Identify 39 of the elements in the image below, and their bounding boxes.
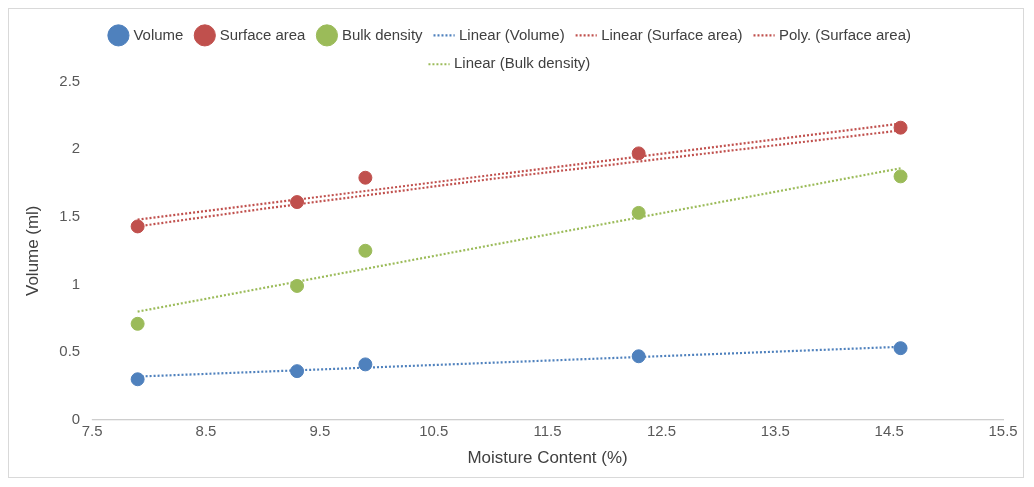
x-tick-label: 10.5 <box>419 421 449 439</box>
y-tick-label: 2 <box>71 139 81 157</box>
point <box>893 120 908 135</box>
legend-label: Surface area <box>219 25 307 43</box>
point <box>631 146 646 161</box>
legend-label: Poly. (Surface area) <box>779 25 911 43</box>
x-tick-label: 15.5 <box>988 421 1018 439</box>
y-tick-label: 0.5 <box>59 342 81 360</box>
point <box>290 278 305 293</box>
x-tick-label: 14.5 <box>874 421 904 439</box>
point <box>631 205 646 220</box>
point <box>130 316 145 331</box>
x-tick-label: 12.5 <box>646 421 676 439</box>
legend-label: Bulk density <box>341 25 424 43</box>
x-tick-label: 11.5 <box>533 421 562 439</box>
point <box>358 170 373 185</box>
point <box>631 349 646 364</box>
x-tick-label: 8.5 <box>195 421 217 439</box>
point <box>290 195 305 210</box>
y-tick-label: 2.5 <box>59 71 81 89</box>
point <box>290 364 305 379</box>
y-tick-label: 1.5 <box>59 207 81 225</box>
x-tick-label: 13.5 <box>760 421 790 439</box>
legend-label: Linear (Bulk density) <box>454 54 591 72</box>
y-tick-label: 0 <box>71 409 81 427</box>
point <box>130 219 145 234</box>
point <box>358 357 373 372</box>
point <box>130 372 145 387</box>
legend-label: Linear (Surface area) <box>601 25 743 43</box>
legend-label: Linear (Volume) <box>459 25 565 43</box>
x-tick-label: 9.5 <box>309 421 331 439</box>
y-tick-label: 1 <box>71 274 81 292</box>
y-axis-title: Volume (ml) <box>22 205 42 296</box>
point <box>893 341 908 356</box>
legend-label: Volume <box>133 25 184 43</box>
x-axis-title: Moisture Content (%) <box>467 447 628 467</box>
point <box>893 169 908 184</box>
x-tick-label: 7.5 <box>81 421 103 439</box>
point <box>358 243 373 258</box>
